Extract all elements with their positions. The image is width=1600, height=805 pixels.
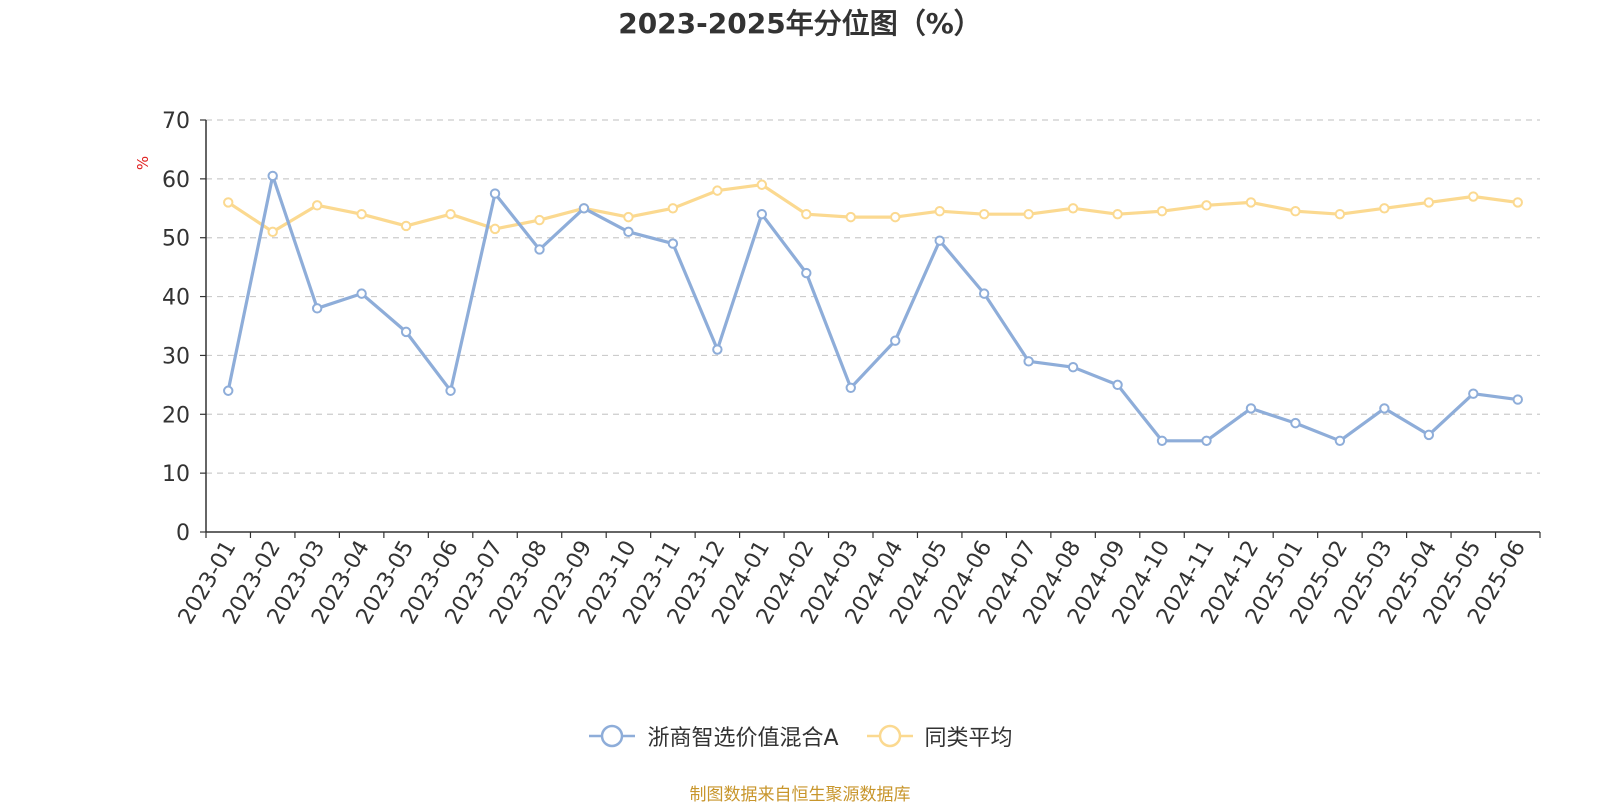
data-point[interactable] (978, 208, 990, 220)
axis-layer: 0102030405060702023-012023-022023-032023… (162, 109, 1541, 629)
data-point[interactable] (400, 326, 412, 338)
data-point[interactable] (223, 197, 234, 208)
data-point[interactable] (311, 200, 323, 211)
data-point[interactable] (978, 288, 990, 299)
data-point[interactable] (1067, 203, 1079, 214)
y-tick-label: 60 (162, 168, 190, 193)
data-point[interactable] (1290, 206, 1301, 217)
data-point[interactable] (623, 211, 634, 223)
data-point[interactable] (756, 208, 768, 220)
data-point[interactable] (578, 203, 590, 214)
data-point[interactable] (267, 226, 278, 238)
data-point[interactable] (712, 344, 723, 355)
data-point[interactable] (1334, 208, 1346, 220)
data-point[interactable] (1023, 356, 1034, 367)
data-point[interactable] (756, 179, 768, 190)
data-point[interactable] (1023, 208, 1034, 220)
y-tick-label: 70 (162, 109, 190, 134)
series-0 (223, 170, 1523, 446)
y-tick-label: 30 (162, 344, 190, 369)
data-point[interactable] (1245, 403, 1257, 414)
data-point[interactable] (445, 385, 456, 396)
series-1 (223, 179, 1523, 238)
data-point[interactable] (356, 208, 367, 220)
source-note: 制图数据来自恒生聚源数据库 (689, 785, 911, 805)
legend-label: 同类平均 (924, 726, 1013, 751)
data-point[interactable] (1423, 429, 1435, 441)
data-point[interactable] (1423, 197, 1435, 208)
data-point[interactable] (267, 170, 278, 182)
legend-item[interactable]: 浙商智选价值混合A (587, 720, 839, 752)
data-point[interactable] (623, 226, 634, 238)
data-point[interactable] (1379, 403, 1390, 414)
data-point[interactable] (712, 185, 723, 196)
data-point[interactable] (1290, 417, 1301, 429)
legend-marker-icon (589, 724, 636, 748)
data-point[interactable] (1112, 379, 1123, 391)
data-point[interactable] (934, 206, 945, 217)
data-point[interactable] (667, 238, 679, 249)
series-layer (223, 170, 1523, 446)
legend-item[interactable]: 同类平均 (865, 720, 1013, 752)
data-point[interactable] (1156, 206, 1168, 217)
data-point[interactable] (356, 288, 367, 299)
data-point[interactable] (534, 244, 545, 255)
series-line (226, 174, 1520, 443)
legend-label: 浙商智选价值混合A (647, 726, 839, 751)
data-point[interactable] (1468, 191, 1479, 202)
data-point[interactable] (445, 208, 456, 220)
data-point[interactable] (400, 220, 412, 232)
data-point[interactable] (489, 188, 501, 199)
data-point[interactable] (845, 382, 856, 393)
y-tick-label: 40 (162, 286, 190, 311)
data-point[interactable] (1512, 197, 1523, 208)
data-point[interactable] (1245, 197, 1257, 208)
data-point[interactable] (1112, 208, 1123, 220)
legend-marker-icon (866, 724, 913, 748)
data-point[interactable] (1468, 388, 1479, 399)
data-point[interactable] (534, 214, 545, 226)
data-point[interactable] (1156, 435, 1168, 446)
series-line (226, 183, 1520, 234)
y-tick-label: 50 (162, 227, 190, 252)
y-tick-label: 10 (162, 462, 190, 487)
data-point[interactable] (845, 211, 856, 223)
data-point[interactable] (1512, 394, 1523, 405)
y-tick-label: 20 (162, 403, 190, 428)
data-point[interactable] (934, 235, 945, 246)
data-point[interactable] (890, 211, 901, 223)
y-tick-label: 0 (176, 521, 190, 546)
data-point[interactable] (223, 385, 234, 396)
data-point[interactable] (890, 335, 901, 346)
data-point[interactable] (801, 208, 812, 220)
y-axis-unit-label: % (134, 156, 152, 170)
data-point[interactable] (1201, 200, 1212, 211)
data-point[interactable] (489, 223, 501, 235)
legend: 浙商智选价值混合A 同类平均 (0, 720, 1600, 752)
data-point[interactable] (1379, 203, 1390, 214)
grid-layer (206, 119, 1540, 474)
data-point[interactable] (801, 267, 812, 279)
data-point[interactable] (1067, 362, 1079, 373)
data-point[interactable] (667, 203, 679, 214)
chart-title: 2023-2025年分位图（%） (618, 7, 982, 40)
data-point[interactable] (1334, 435, 1346, 446)
data-point[interactable] (311, 303, 323, 314)
data-point[interactable] (1201, 435, 1212, 446)
